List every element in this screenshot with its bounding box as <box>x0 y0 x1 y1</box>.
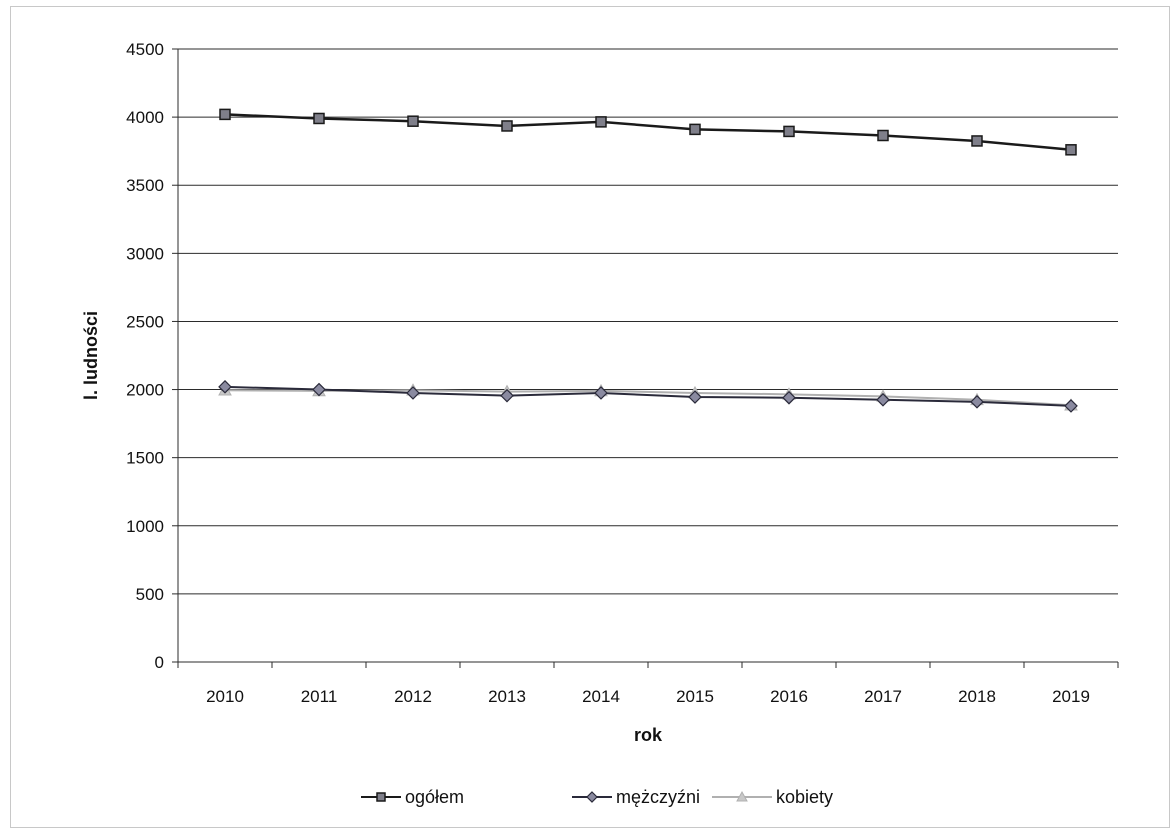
data-point <box>689 123 701 136</box>
chart-frame: 0 500 1000 1500 2000 2500 3000 3500 4000 4500 2010… <box>10 6 1170 828</box>
x-tick-label: 2014 <box>582 687 620 706</box>
legend-marker-2 <box>586 791 598 803</box>
series-line-2 <box>224 385 1072 407</box>
x-axis-title: rok <box>634 725 663 745</box>
series-lines <box>218 108 1078 413</box>
data-point <box>500 388 514 403</box>
x-tick-label: 2011 <box>301 687 338 706</box>
data-point <box>406 386 420 400</box>
grid-lines <box>178 48 1118 595</box>
x-tick-label: 2019 <box>1052 687 1090 706</box>
y-tick-label: 2500 <box>126 312 164 331</box>
x-tick-label: 2012 <box>394 687 432 706</box>
x-tick-label: 2015 <box>676 687 714 706</box>
data-point <box>312 382 326 397</box>
tick-labels: 0 500 1000 1500 2000 2500 3000 3500 4000 4500 2010… <box>126 40 1090 706</box>
series-line-1 <box>224 113 1072 152</box>
data-point <box>971 135 983 147</box>
data-point <box>313 112 325 125</box>
y-tick-label: 3000 <box>126 244 164 263</box>
x-tick-label: 2010 <box>206 687 244 706</box>
y-tick-label: 1000 <box>126 517 164 536</box>
data-point <box>783 125 795 138</box>
x-tick-label: 2018 <box>958 687 996 706</box>
data-point <box>688 390 702 404</box>
legend-label-2: mężczyźni <box>616 787 700 807</box>
data-point <box>501 120 513 132</box>
data-point <box>876 392 890 407</box>
y-tick-label: 1500 <box>126 449 164 468</box>
y-tick-label: 4000 <box>126 108 164 127</box>
data-point <box>1064 399 1078 413</box>
y-tick-label: 500 <box>136 585 164 604</box>
data-point <box>1065 144 1077 156</box>
legend: ogółem mężczyźni kobiety <box>361 787 833 807</box>
data-point <box>782 390 796 405</box>
legend-marker-3 <box>736 790 748 802</box>
legend-label-3: kobiety <box>776 787 833 807</box>
legend-marker-1 <box>376 792 386 802</box>
x-tick-label: 2016 <box>770 687 808 706</box>
line-chart: 0 500 1000 1500 2000 2500 3000 3500 4000 4500 2010… <box>81 40 1119 807</box>
y-tick-label: 0 <box>155 653 164 672</box>
axes <box>172 48 1119 668</box>
y-axis-title: l. ludności <box>81 311 101 400</box>
data-point <box>970 394 984 409</box>
data-point <box>407 115 419 127</box>
data-point <box>219 108 231 121</box>
x-tick-label: 2013 <box>488 687 526 706</box>
legend-label-1: ogółem <box>405 787 464 807</box>
y-tick-label: 4500 <box>126 40 164 59</box>
series-line-3 <box>224 389 1072 407</box>
data-point <box>218 379 232 394</box>
data-point <box>594 386 608 400</box>
x-tick-label: 2017 <box>864 687 902 706</box>
data-point <box>877 129 889 142</box>
y-tick-label: 2000 <box>126 381 164 400</box>
y-tick-label: 3500 <box>126 176 164 195</box>
data-point <box>595 116 607 128</box>
